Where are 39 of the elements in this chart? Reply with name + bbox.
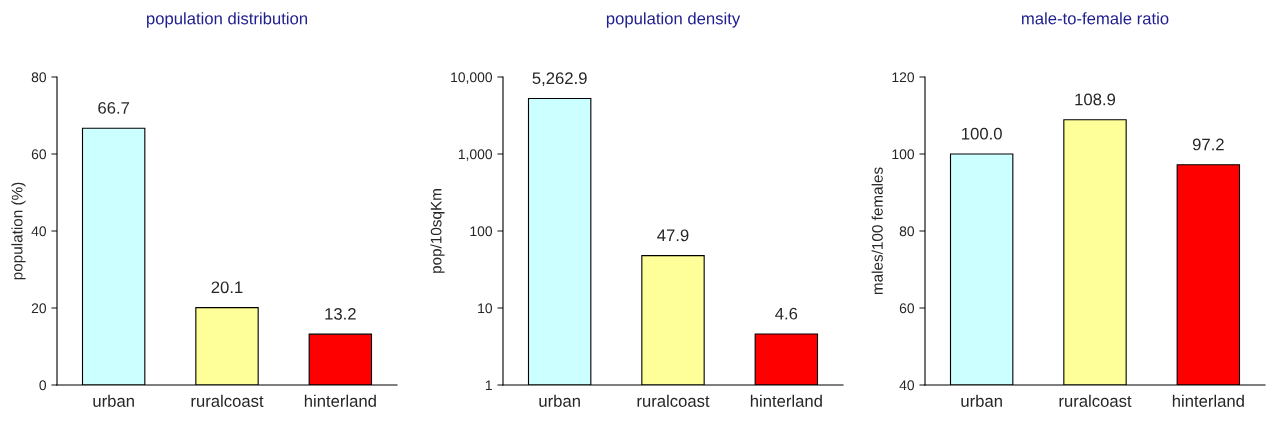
x-tick-label: ruralcoast (1059, 394, 1132, 407)
data-label: 97.2 (1192, 138, 1224, 151)
y-axis-title: pop/10sqKm (430, 189, 445, 273)
data-label: 100.0 (962, 127, 1002, 140)
y-tick-label: 40 (899, 380, 915, 391)
chart-title: population distribution (147, 12, 307, 28)
chart-title: male-to-female ratio (1022, 12, 1169, 25)
y-tick-label: 1,000 (458, 149, 493, 161)
x-tick-label: ruralcoast (637, 394, 710, 407)
data-label: 66.7 (98, 102, 130, 114)
y-tick-label: 0 (39, 380, 47, 391)
data-label: 47.9 (657, 229, 689, 242)
data-label: 20.1 (211, 281, 243, 294)
chart-title: population density (606, 12, 741, 28)
data-label: 108.9 (1075, 93, 1116, 106)
y-tick-label: 60 (31, 149, 47, 160)
y-tick-label: 60 (899, 303, 915, 314)
x-tick-label: hinterland (1172, 394, 1244, 407)
data-label: 13.2 (325, 307, 356, 320)
y-tick-label: 10 (478, 303, 493, 314)
y-tick-label: 100 (470, 226, 493, 237)
data-label: 5,262.9 (532, 72, 587, 87)
y-tick-label: 1 (485, 380, 492, 391)
y-tick-label: 120 (892, 72, 915, 83)
y-tick-label: 100 (892, 149, 915, 160)
y-tick-label: 20 (31, 303, 47, 314)
x-tick-label: hinterland (750, 394, 822, 407)
data-label: 4.6 (775, 307, 798, 320)
y-tick-label: 80 (31, 72, 47, 83)
y-tick-label: 10,000 (451, 72, 493, 84)
y-tick-label: 40 (31, 226, 47, 237)
x-tick-label: urban (961, 394, 1002, 407)
y-tick-label: 80 (899, 226, 915, 237)
y-axis-title: males/100 females (871, 167, 883, 295)
x-tick-label: ruralcoast (191, 394, 264, 407)
x-tick-label: hinterland (304, 394, 376, 407)
y-axis-title: population (%) (11, 182, 26, 280)
x-tick-label: urban (539, 394, 580, 407)
x-tick-label: urban (93, 394, 134, 407)
